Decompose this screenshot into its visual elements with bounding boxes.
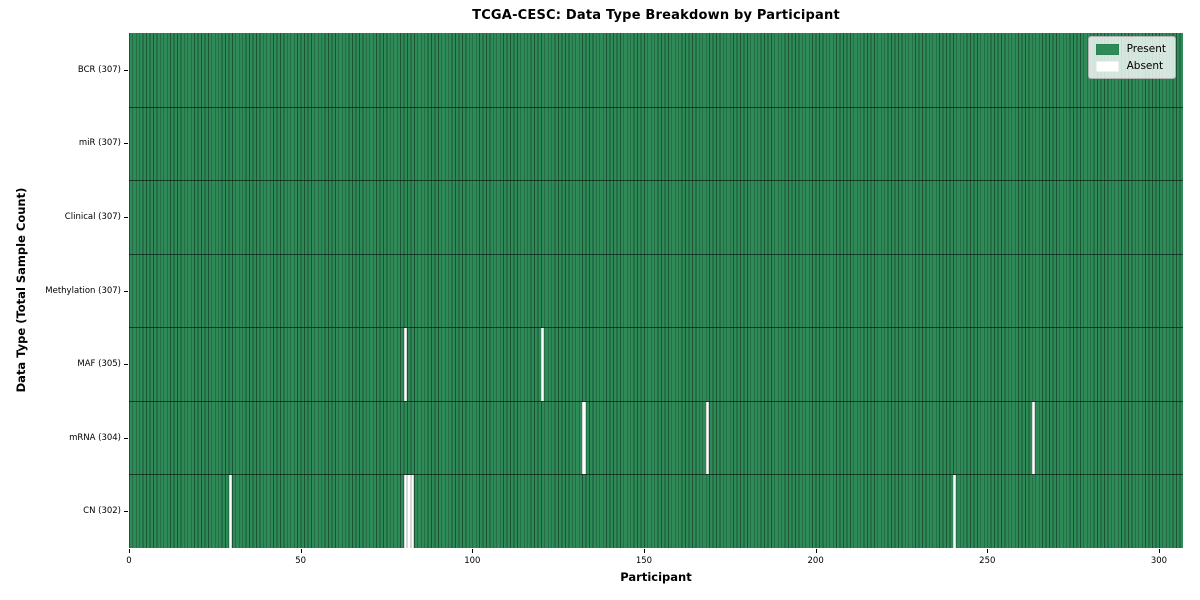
heatmap-row-Methylation [129, 253, 1183, 328]
x-tick-mark [987, 549, 989, 553]
heatmap-row-BCR [129, 33, 1183, 107]
absent-cell-CN-80 [403, 475, 408, 548]
y-tick-mark [124, 290, 128, 292]
present-swatch-icon [1095, 43, 1119, 55]
y-tick-label-CN: CN (302) [83, 506, 121, 517]
y-tick-label-MAF: MAF (305) [77, 359, 121, 370]
absent-cell-MAF-120 [540, 328, 545, 401]
legend-item-absent: Absent [1095, 60, 1166, 72]
absent-cell-mRNA-263 [1031, 401, 1036, 475]
x-tick-label-200: 200 [807, 556, 824, 566]
y-tick-mark [124, 364, 128, 366]
absent-cell-MAF-80 [403, 328, 408, 401]
absent-cell-CN-29 [228, 475, 232, 548]
x-tick-mark [129, 549, 130, 553]
x-tick-label-300: 300 [1150, 556, 1168, 566]
x-tick-mark [643, 549, 645, 553]
legend-item-present: Present [1095, 43, 1166, 55]
x-tick-mark [815, 549, 817, 553]
y-tick-mark [124, 143, 128, 145]
y-tick-mark [124, 511, 128, 513]
x-tick-label-250: 250 [979, 556, 996, 566]
y-tick-label-BCR: BCR (307) [77, 64, 121, 75]
absent-cell-mRNA-132 [582, 401, 586, 475]
x-tick-label-50: 50 [295, 556, 307, 566]
legend-label-present: Present [1126, 43, 1166, 55]
absent-cell-CN-82 [410, 475, 414, 548]
absent-swatch-icon [1095, 60, 1119, 72]
y-tick-label-Clinical: Clinical (307) [64, 211, 121, 222]
y-tick-label-miR: miR (307) [78, 138, 121, 149]
y-tick-mark [124, 216, 128, 218]
legend: Present Absent [1087, 36, 1176, 79]
chart-title: TCGA-CESC: Data Type Breakdown by Partic… [472, 8, 840, 23]
absent-cell-mRNA-168 [705, 401, 710, 475]
legend-label-absent: Absent [1126, 60, 1164, 72]
y-tick-mark [124, 69, 128, 71]
x-tick-mark [472, 549, 474, 553]
absent-cell-CN-240 [952, 475, 957, 548]
heatmap-row-Clinical [129, 180, 1183, 254]
heatmap-plot-area [129, 33, 1183, 548]
heatmap-row-miR [129, 106, 1183, 181]
y-tick-label-mRNA: mRNA (304) [69, 432, 121, 443]
y-tick-label-Methylation: Methylation (307) [45, 285, 121, 296]
absent-cell-CN-81 [407, 475, 411, 548]
x-tick-label-100: 100 [464, 556, 481, 566]
x-tick-mark [1158, 549, 1160, 553]
y-tick-mark [124, 437, 128, 439]
heatmap-row-mRNA [129, 400, 1183, 475]
x-axis-label: Participant [620, 570, 692, 584]
heatmap-row-CN [129, 474, 1183, 548]
x-tick-mark [300, 549, 302, 553]
x-tick-label-150: 150 [635, 556, 653, 566]
heatmap-row-MAF [129, 327, 1183, 401]
x-tick-label-0: 0 [126, 556, 132, 566]
